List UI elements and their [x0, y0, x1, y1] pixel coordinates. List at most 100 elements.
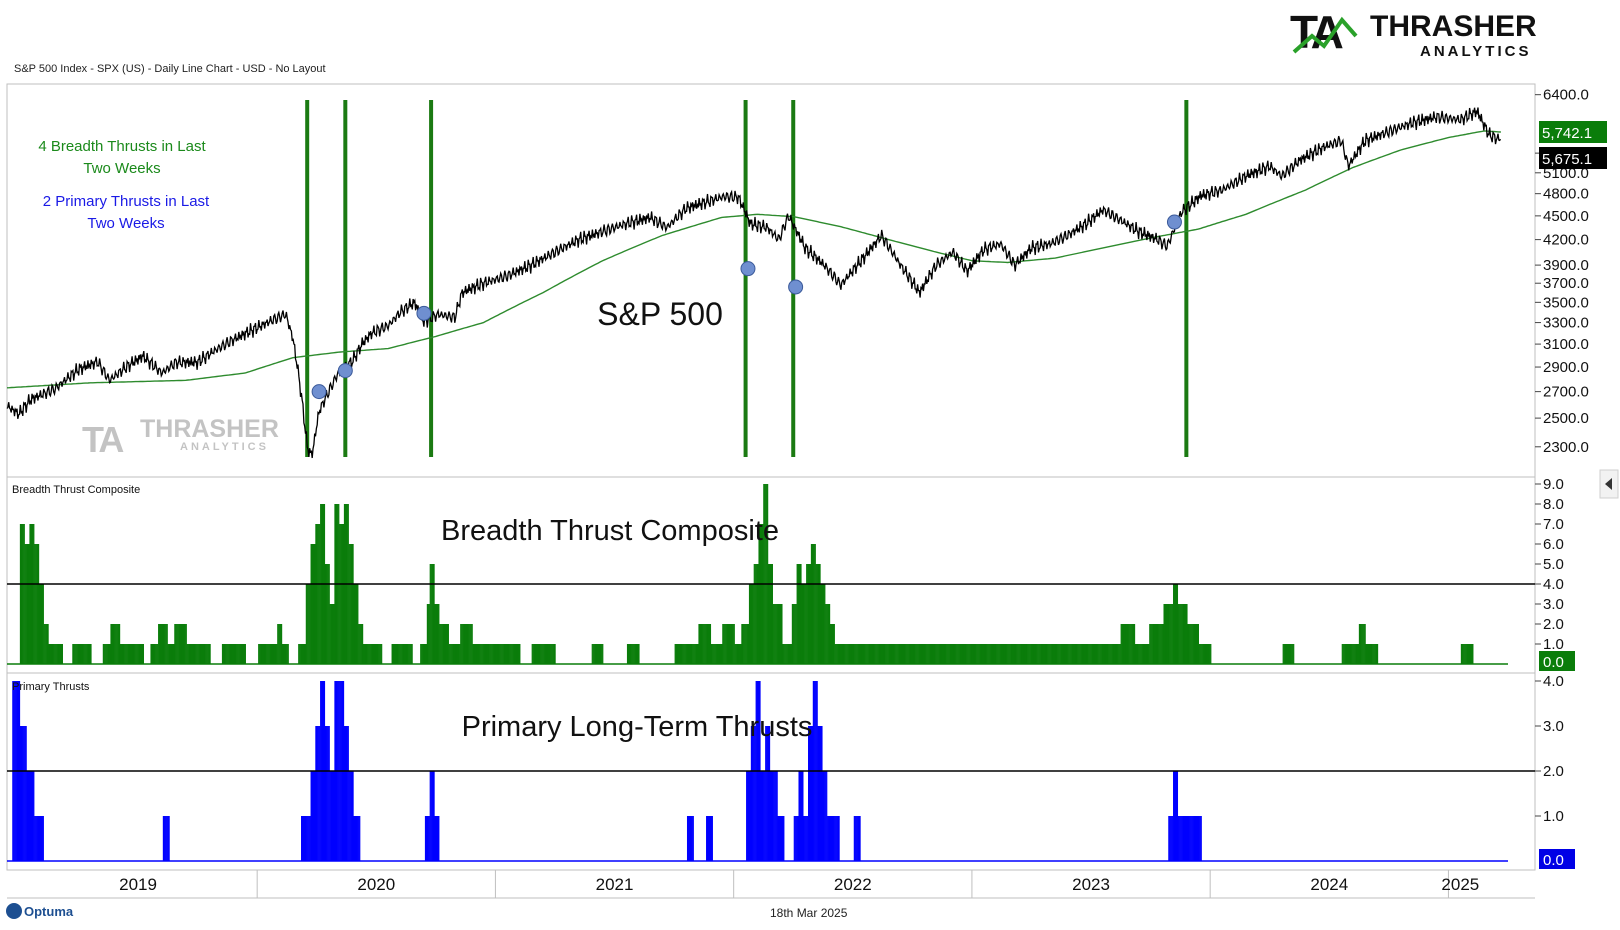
- breadth-bar: [198, 644, 200, 664]
- breadth-bar: [778, 604, 780, 664]
- breadth-bar: [35, 544, 37, 664]
- breadth-bar: [917, 644, 919, 664]
- primary-bar: [856, 816, 858, 861]
- breadth-bar: [450, 644, 452, 664]
- breadth-bar: [1288, 644, 1290, 664]
- breadth-bar: [201, 644, 204, 664]
- breadth-bar: [368, 644, 370, 664]
- breadth-bar: [1156, 624, 1159, 664]
- breadth-bar: [716, 644, 718, 664]
- breadth-bar: [79, 644, 82, 664]
- breadth-bar: [813, 544, 815, 664]
- breadth-bar: [1028, 644, 1030, 664]
- breadth-bar: [398, 644, 400, 664]
- breadth-thrust-note-line2: Two Weeks: [83, 160, 160, 177]
- breadth-bar: [283, 644, 286, 664]
- breadth-bar: [631, 644, 633, 664]
- breadth-bar: [997, 644, 999, 664]
- breadth-bar: [862, 644, 864, 664]
- breadth-bar: [972, 644, 975, 664]
- breadth-bar: [1361, 624, 1363, 664]
- primary-bar: [834, 816, 836, 861]
- breadth-bar: [1155, 624, 1158, 664]
- breadth-bar: [433, 564, 435, 664]
- breadth-bar: [422, 644, 424, 664]
- breadth-bar: [832, 624, 834, 664]
- breadth-bar: [1020, 644, 1022, 664]
- breadth-bar: [179, 624, 182, 664]
- breadth-bar: [196, 644, 198, 664]
- breadth-bar: [1179, 604, 1181, 664]
- breadth-bar: [1040, 644, 1042, 664]
- breadth-bar: [298, 644, 300, 664]
- breadth-bar: [392, 644, 394, 664]
- breadth-bar: [400, 644, 402, 664]
- breadth-bar: [1107, 644, 1109, 664]
- primary-bar: [1172, 816, 1174, 861]
- primary-bar: [39, 816, 42, 861]
- primary-bar: [853, 816, 855, 861]
- breadth-bar: [817, 564, 819, 664]
- breadth-bar: [1201, 644, 1203, 664]
- breadth-bar: [25, 544, 27, 664]
- breadth-bar: [1011, 644, 1014, 664]
- ta-mark-icon: TA: [1290, 6, 1358, 58]
- breadth-bar: [1372, 644, 1374, 664]
- breadth-bar: [794, 604, 796, 664]
- primary-bar: [776, 771, 778, 861]
- breadth-bar: [1200, 644, 1202, 664]
- breadth-bar: [829, 624, 832, 664]
- breadth-bar: [518, 644, 520, 664]
- breadth-bar: [1052, 644, 1055, 664]
- breadth-bar: [546, 644, 549, 664]
- breadth-bar: [861, 644, 863, 664]
- breadth-bar: [52, 644, 54, 664]
- breadth-bar: [403, 644, 406, 664]
- breadth-bar: [1208, 644, 1210, 664]
- primary-bar: [706, 816, 708, 861]
- breadth-bar: [964, 644, 966, 664]
- breadth-bar: [1015, 644, 1017, 664]
- breadth-bar: [739, 644, 741, 664]
- breadth-bar: [158, 624, 160, 664]
- breadth-bar: [747, 624, 750, 664]
- breadth-bar: [880, 644, 882, 664]
- primary-bar: [349, 771, 351, 861]
- breadth-bar: [937, 644, 939, 664]
- breadth-bar: [929, 644, 932, 664]
- thrust-marker: [416, 305, 432, 321]
- breadth-bar: [1346, 644, 1348, 664]
- breadth-bar: [396, 644, 398, 664]
- breadth-bar: [783, 644, 785, 664]
- breadth-bar: [1019, 644, 1021, 664]
- primary-bar: [167, 816, 169, 861]
- breadth-bar: [53, 644, 55, 664]
- breadth-bar: [676, 644, 678, 664]
- primary-bar: [1169, 816, 1171, 861]
- breadth-bar: [1351, 644, 1353, 664]
- breadth-bar: [160, 624, 163, 664]
- breadth-bar: [1065, 644, 1067, 664]
- breadth-bar: [1117, 644, 1119, 664]
- breadth-bar: [731, 624, 733, 664]
- y-tick-label: 2300.0: [1543, 439, 1589, 456]
- breadth-bar: [854, 644, 856, 664]
- breadth-bar: [762, 524, 764, 664]
- primary-bar: [804, 816, 806, 861]
- breadth-bar: [907, 644, 909, 664]
- breadth-bar: [237, 644, 239, 664]
- breadth-bar: [860, 644, 862, 664]
- breadth-bar: [228, 644, 230, 664]
- breadth-bar: [679, 644, 681, 664]
- primary-bar: [747, 771, 749, 861]
- breadth-bar: [775, 604, 777, 664]
- breadth-bar: [483, 644, 486, 664]
- breadth-bar: [710, 644, 713, 664]
- breadth-bar: [1460, 644, 1463, 664]
- breadth-bar: [435, 604, 437, 664]
- breadth-bar: [1086, 644, 1088, 664]
- breadth-bar: [1123, 624, 1125, 664]
- breadth-bar: [317, 524, 319, 664]
- collapse-panel-button[interactable]: [1599, 469, 1619, 499]
- breadth-bar: [1162, 624, 1164, 664]
